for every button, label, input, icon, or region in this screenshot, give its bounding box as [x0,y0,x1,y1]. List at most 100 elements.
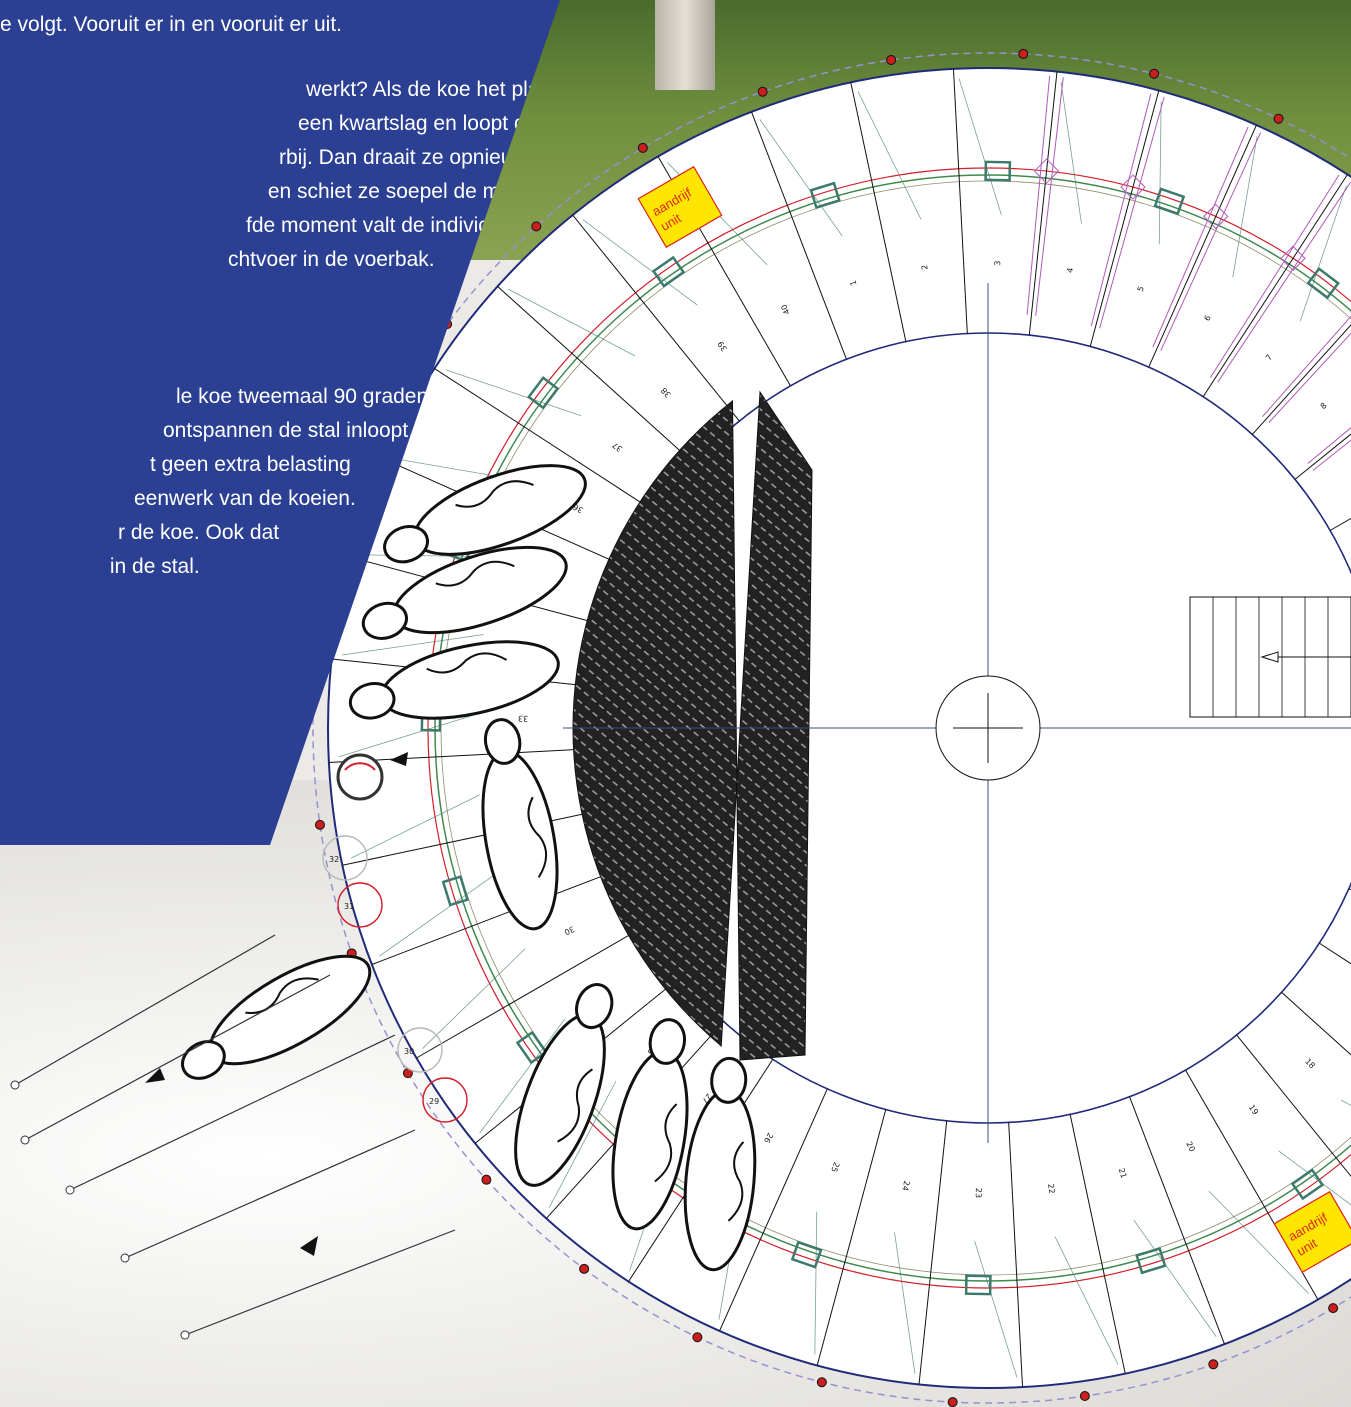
bail-number-label: 2 [920,264,930,270]
bail-number-label: 8 [1319,401,1329,411]
paragraph-3-line: in de stal. [104,555,200,578]
entry-position-label: 32 [329,855,339,864]
rail-clamp [1135,1246,1167,1275]
pink-frame-joint [1120,174,1146,200]
pink-frame-bar [1217,182,1351,383]
bail-number-label: 24 [900,1180,911,1192]
cow-head [181,1040,226,1080]
paragraph-3-line: t geen extra belasting [150,453,351,476]
entry-lane-rail [14,934,276,1086]
pink-frame-bar [1035,77,1064,316]
pink-frame-joint [1280,245,1306,272]
cow-head [361,601,408,640]
bail-divider [1236,1034,1351,1178]
paragraph-2-line: rbij. Dan draait ze opnieuw een [279,146,569,169]
cow-silhouette [181,954,372,1080]
entry-position-circle [422,1077,468,1123]
cow-patch [426,652,508,674]
rail-clamp [526,376,560,410]
bail-divider [1129,1096,1225,1345]
bail-number-label: 20 [1184,1140,1197,1153]
ring-marker [1208,1359,1219,1370]
bail-bar [342,634,484,656]
entry-position-label: 29 [429,1097,439,1106]
article-paragraph-3: le koe tweemaal 90 graden ontspannen de … [0,380,480,584]
cow-patch [455,480,534,508]
cow-patch [435,560,515,587]
bail-bar [974,1240,1018,1378]
bail-bar [445,369,582,417]
cow-head [575,983,614,1030]
bail-divider [1251,324,1351,435]
bail-divider [434,368,657,514]
bail-bar [479,1018,566,1134]
bail-bar [338,714,476,758]
pink-frame-bar [1307,427,1351,464]
rail-clamp [964,1274,992,1296]
stair-arrow-head [1260,651,1279,663]
pink-frame-joint [1033,158,1060,184]
drive-unit-box [1273,1190,1351,1274]
cow-silhouette [361,545,568,640]
entry-lane-rail [124,1129,416,1259]
ring-marker [637,142,648,153]
cow-silhouette [348,640,560,720]
bail-number-label: 25 [829,1161,841,1174]
lane-rail-end [65,1185,75,1195]
cow-patch [527,796,548,878]
bail-divider [719,1088,828,1332]
ring-marker [757,86,768,97]
article-paragraph-1: e volgt. Vooruit er in en vooruit er uit… [0,13,343,36]
bail-number-label: 26 [762,1131,775,1144]
rail-red [427,167,1351,1289]
cow-head [710,1056,748,1104]
cow-patch [557,1068,594,1143]
ring-marker [886,54,897,65]
entry-position-circle [337,882,383,928]
pink-frame-bar [1026,75,1051,315]
bail-bar [814,1211,818,1355]
bail-bar [508,288,636,357]
rotation-indicator-arc [344,762,376,771]
drive-unit-box [637,165,723,249]
pink-frame-bar [1312,439,1351,471]
entry-position-circle [397,1027,443,1073]
entry-lane-rail [184,1229,456,1336]
pink-frame-bar [1090,93,1152,327]
rail-clamp [984,160,1012,182]
rail-clamp [1290,1168,1325,1201]
cow-head [348,682,396,720]
bail-bar [1060,82,1082,224]
bail-divider [1148,124,1257,368]
rail-clamp [1153,187,1186,216]
bail-divider [1281,991,1351,1056]
cow-silhouette [514,983,614,1187]
bail-divider [952,68,968,334]
bail-bar [422,948,526,1049]
entry-position-label: 31 [344,902,354,911]
ring-marker [1149,68,1160,79]
bail-number-label: 23 [974,1188,983,1198]
cow-head [483,718,522,765]
pink-frame-bar [1099,96,1165,329]
ring-marker [1018,48,1029,59]
lane-rail-end [120,1253,130,1263]
bail-divider [1008,1122,1024,1388]
bail-divider [572,214,740,422]
cow-silhouette [683,1056,757,1272]
entry-lane-rail [69,1034,396,1191]
paragraph-2-line: en schiet ze soepel de melkstand in. [262,180,607,203]
paragraph-3-line: ontspannen de stal inloopt, [163,419,415,442]
bail-number-label: 7 [1264,353,1274,363]
cow-silhouette [383,464,587,564]
bail-number-label: 40 [779,303,792,316]
rail-clamp [1306,266,1340,300]
bail-bar [1133,1219,1217,1337]
exit-arrow [300,1236,318,1256]
paragraph-2-line: een kwartslag en loopt de eerste lege [298,112,648,135]
bail-divider [497,286,695,465]
cow-silhouette [481,718,559,931]
cow-head [648,1018,687,1065]
